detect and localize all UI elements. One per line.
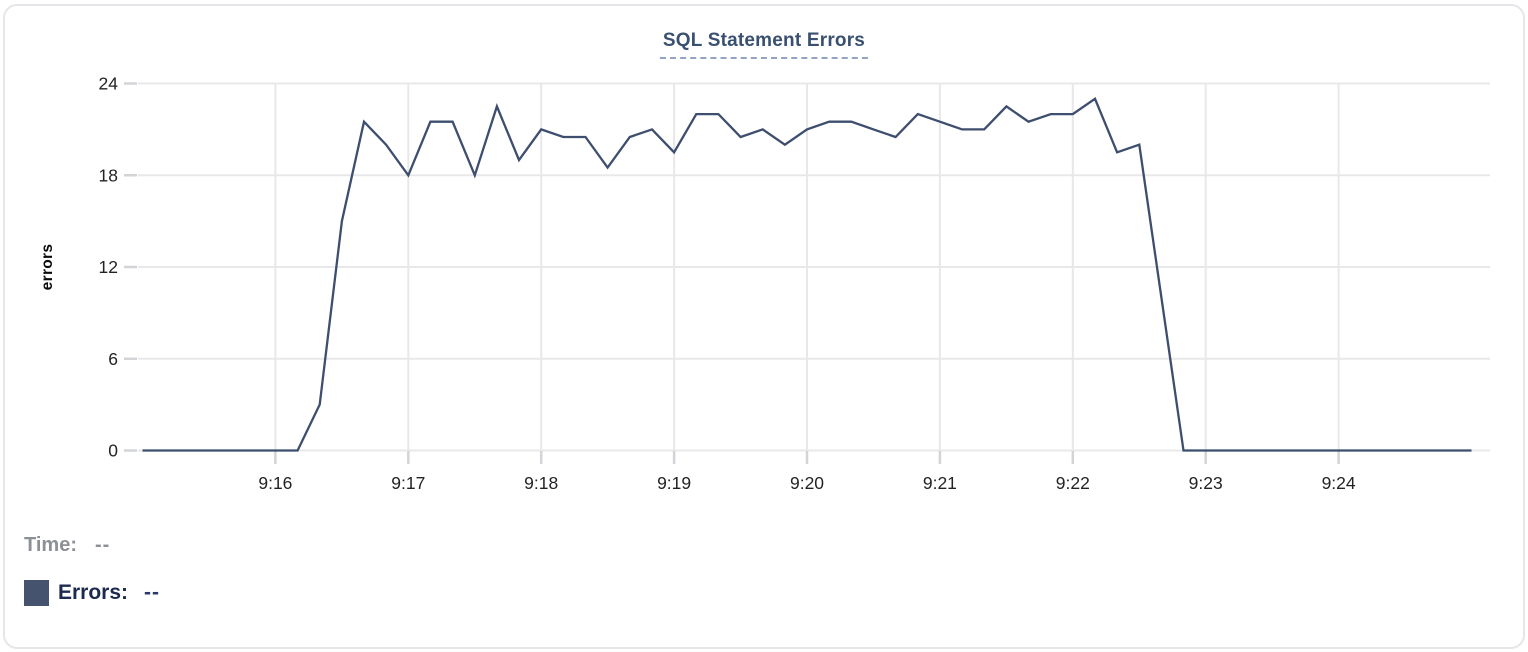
x-tick-label: 9:19 <box>657 473 691 493</box>
tooltip-errors-row: Errors: -- <box>24 580 160 606</box>
x-tick-label: 9:23 <box>1189 473 1223 493</box>
y-tick-label: 24 <box>99 74 119 94</box>
errors-series-line <box>142 97 1472 452</box>
tooltip-time-value: -- <box>94 534 111 556</box>
tooltip-time-row: Time: -- <box>24 534 110 557</box>
x-tick-label: 9:17 <box>391 473 425 493</box>
tooltip-errors-value: -- <box>144 581 161 604</box>
y-tick-label: 12 <box>99 257 118 277</box>
x-tick-label: 9:16 <box>258 473 292 493</box>
y-tick-label: 18 <box>99 165 118 185</box>
errors-series-swatch <box>24 580 49 606</box>
x-tick-label: 9:21 <box>923 473 957 493</box>
tooltip-errors-label: Errors: <box>58 581 129 604</box>
y-tick-label: 0 <box>108 441 118 461</box>
x-tick-label: 9:18 <box>524 473 558 493</box>
y-axis-title: errors <box>39 244 56 291</box>
x-tick-label: 9:22 <box>1056 473 1090 493</box>
x-tick-label: 9:24 <box>1322 473 1356 493</box>
tooltip-time-label: Time: <box>24 534 77 556</box>
chart-title[interactable]: SQL Statement Errors <box>659 30 869 59</box>
chart-card <box>3 4 1525 649</box>
y-tick-label: 6 <box>108 349 118 369</box>
x-tick-label: 9:20 <box>790 473 824 493</box>
